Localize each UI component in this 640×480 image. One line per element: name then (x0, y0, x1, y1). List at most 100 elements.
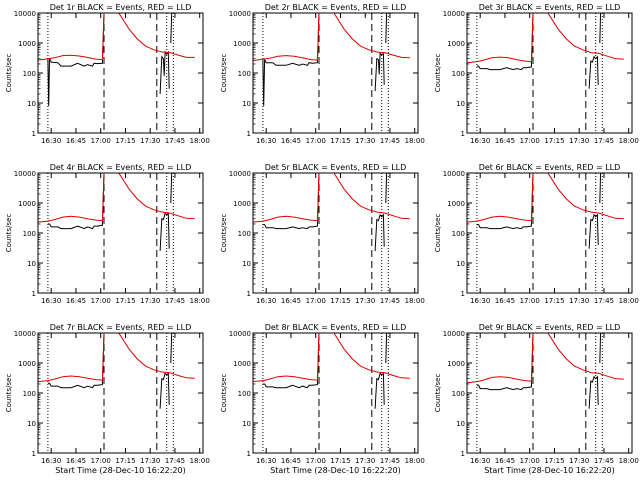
x-tick-label: 16:45 (495, 137, 515, 145)
x-tick-label: 16:30 (470, 457, 490, 465)
detector-panel-3: Det 3r BLACK = Events, RED = LLD 1 10 100 10… (434, 3, 639, 145)
y-axis-label: Counts/sec (5, 374, 13, 413)
x-tick-label: 18:00 (405, 297, 425, 305)
lld-series-line (38, 173, 195, 223)
plot-frame (252, 172, 419, 294)
y-axis-label: Counts/sec (5, 214, 13, 253)
x-tick-label: 17:30 (355, 297, 375, 305)
y-tick-label: 1000 (447, 360, 465, 368)
x-tick-label: 18:00 (619, 457, 639, 465)
y-tick-label: 10 (27, 100, 36, 108)
x-tick-label: 17:00 (91, 297, 111, 305)
x-tick-label: 16:45 (281, 457, 301, 465)
panel-title: Det 7r BLACK = Events, RED = LLD (50, 323, 192, 332)
x-tick-label: 18:00 (619, 297, 639, 305)
x-tick-label: 17:15 (544, 137, 564, 145)
x-tick-label: 17:30 (140, 137, 160, 145)
y-tick-label: 1000 (233, 40, 251, 48)
y-tick-label: 1 (32, 290, 36, 298)
events-series-line (476, 13, 602, 89)
y-tick-label: 1000 (18, 360, 36, 368)
x-tick-label: 16:45 (66, 457, 86, 465)
x-tick-label: 17:00 (520, 457, 540, 465)
y-tick-label: 100 (452, 390, 465, 398)
x-tick-label: 17:45 (594, 137, 614, 145)
detector-panel-5: Det 5r BLACK = Events, RED = LLD 1 10 100 10… (220, 163, 425, 305)
events-series-line (262, 13, 388, 106)
x-tick-label: 17:45 (165, 137, 185, 145)
x-tick-label: 17:15 (330, 297, 350, 305)
panel-title: Det 8r BLACK = Events, RED = LLD (265, 323, 407, 332)
y-tick-label: 10000 (14, 330, 36, 338)
lld-series-line (467, 13, 624, 64)
x-tick-label: 17:45 (165, 297, 185, 305)
y-tick-label: 100 (452, 230, 465, 238)
y-tick-label: 100 (23, 230, 36, 238)
y-tick-label: 1 (32, 130, 36, 138)
x-tick-label: 18:00 (190, 137, 210, 145)
detector-panel-2: Det 2r BLACK = Events, RED = LLD 1 10 100 10… (220, 3, 425, 145)
x-tick-label: 17:15 (544, 457, 564, 465)
x-tick-label: 16:30 (256, 457, 276, 465)
y-tick-label: 1 (247, 130, 251, 138)
x-tick-label: 18:00 (619, 137, 639, 145)
y-tick-label: 100 (452, 70, 465, 78)
x-tick-label: 17:45 (594, 297, 614, 305)
x-tick-label: 17:30 (140, 297, 160, 305)
plot-frame (466, 12, 633, 134)
y-axis-label: Counts/sec (220, 374, 228, 413)
y-tick-label: 1000 (447, 40, 465, 48)
y-tick-label: 10 (27, 260, 36, 268)
y-axis-label: Counts/sec (434, 214, 442, 253)
y-tick-label: 1 (461, 130, 465, 138)
x-tick-label: 17:00 (306, 457, 326, 465)
y-tick-label: 1000 (447, 200, 465, 208)
y-tick-label: 10000 (229, 330, 251, 338)
plot-frame (37, 172, 204, 294)
x-tick-label: 16:30 (470, 137, 490, 145)
y-axis-label: Counts/sec (434, 54, 442, 93)
x-tick-label: 16:45 (281, 137, 301, 145)
x-tick-label: 17:30 (569, 137, 589, 145)
x-tick-label: 16:30 (256, 297, 276, 305)
events-series-line (476, 173, 602, 249)
x-tick-label: 16:45 (66, 137, 86, 145)
plot-frame (466, 332, 633, 454)
x-tick-label: 16:45 (66, 297, 86, 305)
y-tick-label: 100 (238, 70, 251, 78)
plot-frame (37, 332, 204, 454)
panel-title: Det 3r BLACK = Events, RED = LLD (479, 3, 621, 12)
lld-series-line (467, 333, 624, 384)
x-tick-label: 17:00 (306, 297, 326, 305)
x-tick-label: 16:30 (470, 297, 490, 305)
y-axis-label: Counts/sec (220, 54, 228, 93)
panel-title: Det 5r BLACK = Events, RED = LLD (265, 163, 407, 172)
y-tick-label: 10000 (229, 170, 251, 178)
x-tick-label: 17:45 (165, 457, 185, 465)
x-axis-label: Start Time (28-Dec-10 16:22:20) (484, 466, 615, 475)
x-tick-label: 18:00 (190, 297, 210, 305)
detector-panel-6: Det 6r BLACK = Events, RED = LLD 1 10 100 10… (434, 163, 639, 305)
x-tick-label: 18:00 (405, 137, 425, 145)
lld-series-line (467, 173, 624, 223)
y-tick-label: 1 (32, 450, 36, 458)
lld-series-line (38, 333, 195, 383)
y-tick-label: 100 (238, 230, 251, 238)
y-axis-label: Counts/sec (434, 374, 442, 413)
plot-frame (37, 12, 204, 134)
y-tick-label: 1 (461, 450, 465, 458)
events-series-line (47, 13, 173, 106)
x-tick-label: 17:30 (355, 457, 375, 465)
events-series-line (262, 333, 388, 409)
y-tick-label: 10 (27, 420, 36, 428)
panel-title: Det 1r BLACK = Events, RED = LLD (50, 3, 192, 12)
x-tick-label: 17:45 (380, 297, 400, 305)
events-series-line (47, 333, 173, 409)
x-tick-label: 17:15 (544, 297, 564, 305)
x-tick-label: 17:30 (355, 137, 375, 145)
x-tick-label: 17:15 (115, 297, 135, 305)
x-tick-label: 17:00 (306, 137, 326, 145)
x-tick-label: 18:00 (190, 457, 210, 465)
y-tick-label: 10 (242, 420, 251, 428)
